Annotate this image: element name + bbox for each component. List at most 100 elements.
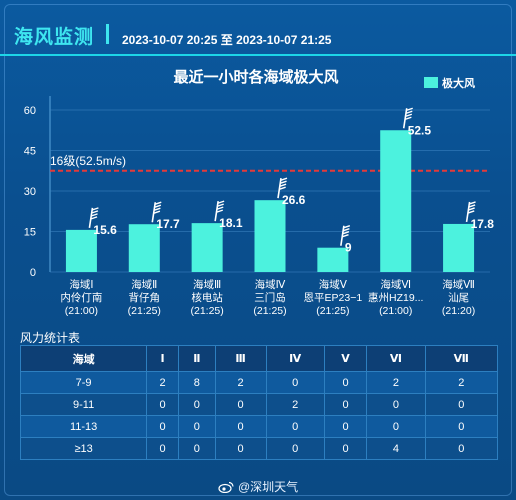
data-label: 17.8: [471, 217, 495, 231]
bar[interactable]: [380, 130, 412, 272]
table-cell: 0: [323, 371, 368, 394]
x-tick-label: (21:00): [379, 305, 412, 317]
bar[interactable]: [317, 247, 349, 272]
table-cell: 0: [146, 415, 179, 438]
x-tick-label: 海域Ⅲ: [193, 278, 221, 291]
data-label: 26.6: [282, 193, 306, 207]
chart-legend[interactable]: 极大风: [424, 76, 475, 90]
table-cell: 0: [177, 415, 216, 438]
table-cell: 0: [323, 437, 368, 460]
column-header: 海域: [19, 345, 148, 372]
table-cell: 2: [366, 371, 426, 394]
table-cell: 0: [323, 393, 368, 416]
bar[interactable]: [65, 229, 97, 272]
data-label: 18.1: [219, 216, 243, 230]
page-title: 海风监测: [14, 27, 95, 48]
table-row: 7-9 2 8 2 0 0 2 2: [19, 371, 499, 394]
x-tick-label: (21:25): [253, 305, 286, 317]
table-cell: 0: [424, 393, 499, 416]
weibo-icon: [218, 481, 234, 493]
table-cell: 0: [366, 415, 426, 438]
table-row: ≥13 0 0 0 0 0 4 0: [19, 437, 499, 460]
wind-barb-icon: [277, 177, 288, 199]
x-tick-label: 海域Ⅰ: [69, 278, 93, 291]
table-cell: 0: [214, 415, 267, 438]
table-cell: 0: [146, 437, 179, 460]
x-tick-label: 汕尾: [448, 292, 469, 304]
table-cell: 0: [177, 437, 216, 460]
table-header-row: 海域 Ⅰ Ⅱ Ⅲ Ⅳ Ⅴ Ⅵ Ⅶ: [19, 345, 499, 372]
column-header: Ⅵ: [366, 345, 426, 372]
time-range: 2023-10-07 20:25 至 2023-10-07 21:25: [122, 33, 332, 47]
table-cell: 2: [265, 393, 325, 416]
wind-stats-table: 海域 Ⅰ Ⅱ Ⅲ Ⅳ Ⅴ Ⅵ Ⅶ 7-9 2 8 2 0 0 2 2 9-11 0 0 0 2 0 0 0 11-13 0 0 0 0…: [19, 345, 499, 460]
wind-barb-icon: [88, 207, 99, 228]
x-tick-label: 核电站: [191, 291, 223, 304]
table-cell: 2: [146, 371, 179, 394]
x-tick-label: 惠州HZ19...: [368, 291, 423, 304]
row-label-cell: 7-9: [19, 371, 148, 394]
chart-title: 最近一小时各海域极大风: [173, 68, 338, 86]
row-label-cell: 9-11: [19, 393, 148, 416]
x-tick-label: (21:25): [128, 305, 161, 317]
wind-chart-svg: 最近一小时各海域极大风 极大风 0 15 30 45 60 16级(52.5m/s) 1…: [24, 68, 495, 317]
table-cell: 2: [214, 371, 267, 394]
x-label-layer: 海域Ⅰ内伶仃南(21:00)海域Ⅱ背仔角(21:25)海域Ⅲ核电站(21:25)…: [60, 278, 475, 317]
legend-label: 极大风: [442, 76, 475, 90]
table-cell: 0: [177, 393, 216, 416]
wind-barb-icon: [214, 200, 225, 222]
data-label: 17.7: [156, 217, 180, 231]
x-tick-label: 内伶仃南: [60, 291, 102, 304]
watermark-text: @深圳天气: [238, 480, 299, 494]
table-cell: 0: [424, 437, 499, 460]
table-cell: 0: [265, 371, 325, 394]
y-tick-label: 30: [24, 186, 36, 198]
table-cell: 0: [265, 437, 325, 460]
x-tick-label: 海域Ⅳ: [255, 278, 286, 291]
x-tick-label: 海域Ⅱ: [131, 278, 157, 291]
table-cell: 2: [424, 371, 499, 394]
column-header: Ⅶ: [424, 345, 499, 372]
watermark: @深圳天气: [218, 478, 298, 495]
y-tick-label: 60: [24, 105, 36, 117]
wind-barb-icon: [151, 201, 162, 223]
x-tick-label: (21:25): [191, 305, 224, 317]
stats-table-title: 风力统计表: [20, 331, 81, 345]
column-header: Ⅰ: [146, 345, 179, 372]
wind-chart: 最近一小时各海域极大风 极大风 0 15 30 45 60 16级(52.5m/s) 1…: [0, 56, 516, 328]
table-body: 7-9 2 8 2 0 0 2 2 9-11 0 0 0 2 0 0 0 11-13 0 0 0 0 0 0 0 ≥13 0 0 0 0…: [19, 371, 499, 460]
column-header: Ⅱ: [177, 345, 216, 372]
x-tick-label: 恩平EP23−1: [304, 292, 363, 304]
table-cell: 4: [366, 437, 426, 460]
bar[interactable]: [443, 223, 475, 272]
data-label: 15.6: [93, 223, 117, 237]
legend-swatch: [424, 77, 438, 88]
bar[interactable]: [128, 224, 160, 272]
x-tick-label: (21:20): [442, 305, 475, 317]
row-label-cell: 11-13: [19, 415, 148, 438]
table-cell: 0: [214, 393, 267, 416]
table-cell: 0: [323, 415, 368, 438]
table-row: 9-11 0 0 0 2 0 0 0: [19, 393, 499, 416]
reference-layer: 16级(52.5m/s): [50, 154, 490, 172]
data-label: 9: [345, 241, 352, 255]
bar[interactable]: [191, 223, 223, 272]
table-cell: 0: [366, 393, 426, 416]
bar[interactable]: [254, 200, 286, 272]
table-cell: 0: [424, 415, 499, 438]
x-tick-label: (21:00): [65, 305, 98, 317]
reference-line-label: 16级(52.5m/s): [50, 154, 126, 168]
table-cell: 0: [214, 437, 267, 460]
table-cell: 8: [177, 371, 216, 394]
bar-layer: 15.6 17.7 18.1 26.6 9 52.5 17.8: [65, 107, 495, 272]
y-tick-label: 0: [30, 267, 36, 279]
table-cell: 0: [265, 415, 325, 438]
grid-layer: 0 15 30 45 60: [24, 96, 490, 279]
column-header: Ⅳ: [265, 345, 325, 372]
y-tick-label: 45: [24, 146, 36, 158]
x-tick-label: 海域Ⅵ: [380, 278, 411, 291]
column-header: Ⅴ: [323, 345, 368, 372]
table-cell: 0: [146, 393, 179, 416]
x-tick-label: (21:25): [316, 305, 349, 317]
wind-barb-icon: [340, 225, 351, 246]
